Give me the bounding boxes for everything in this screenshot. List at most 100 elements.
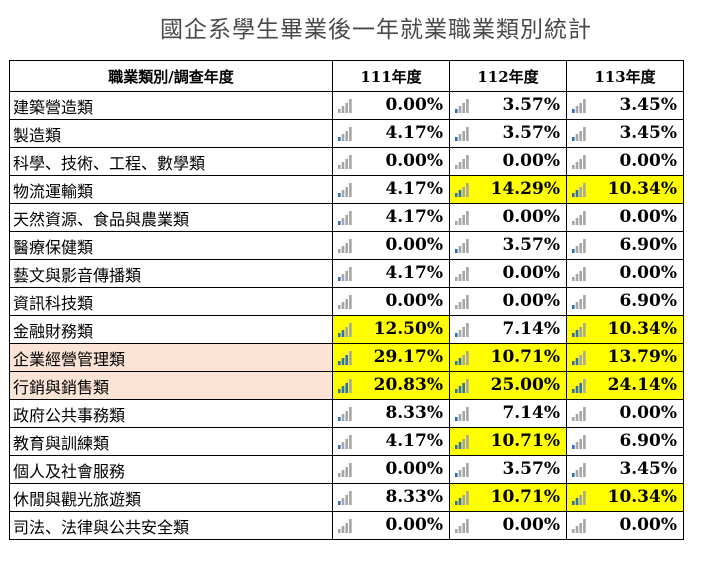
signal-bars-icon <box>455 127 469 141</box>
value-cell: 7.14% <box>449 399 567 428</box>
signal-bars-icon <box>455 435 469 449</box>
signal-bars-icon <box>455 183 469 197</box>
value-cell: 10.34% <box>566 483 684 512</box>
category-cell: 資訊科技類 <box>9 287 333 316</box>
category-cell: 物流運輸類 <box>9 175 333 204</box>
signal-bars-icon <box>455 379 469 393</box>
table-row: 金融財務類 12.50% 7.14% 10.34% <box>9 315 684 344</box>
value-cell: 0.00% <box>566 203 684 232</box>
value-cell: 0.00% <box>566 399 684 428</box>
percentage-value: 0.00% <box>385 235 443 255</box>
value-cell: 4.17% <box>332 259 450 288</box>
table-row: 藝文與影音傳播類 4.17% 0.00% 0.00% <box>9 259 684 288</box>
table-row: 個人及社會服務 0.00% 3.57% 3.45% <box>9 455 684 484</box>
signal-bars-icon <box>455 99 469 113</box>
header-year-112: 112年度 <box>449 60 567 92</box>
table-row: 休閒與觀光旅遊類 8.33% 10.71% 10.34% <box>9 483 684 512</box>
percentage-value: 10.34% <box>607 487 677 507</box>
category-cell: 司法、法律與公共安全類 <box>9 511 333 540</box>
signal-bars-icon <box>338 323 352 337</box>
signal-bars-icon <box>338 211 352 225</box>
value-cell: 0.00% <box>566 511 684 540</box>
header-row: 職業類別/調查年度 111年度 112年度 113年度 <box>9 60 684 92</box>
percentage-value: 4.17% <box>385 179 443 199</box>
signal-bars-icon <box>455 323 469 337</box>
signal-bars-icon <box>455 155 469 169</box>
percentage-value: 3.45% <box>619 95 677 115</box>
value-cell: 10.71% <box>449 483 567 512</box>
value-cell: 10.34% <box>566 315 684 344</box>
category-cell: 企業經營管理類 <box>9 343 333 372</box>
percentage-value: 10.34% <box>607 319 677 339</box>
percentage-value: 6.90% <box>619 291 677 311</box>
value-cell: 0.00% <box>332 231 450 260</box>
percentage-value: 0.00% <box>385 515 443 535</box>
category-cell: 藝文與影音傳播類 <box>9 259 333 288</box>
signal-bars-icon <box>455 519 469 533</box>
percentage-value: 0.00% <box>619 263 677 283</box>
header-year-111: 111年度 <box>332 60 450 92</box>
percentage-value: 14.29% <box>490 179 560 199</box>
signal-bars-icon <box>338 155 352 169</box>
statistics-table: 職業類別/調查年度 111年度 112年度 113年度 建築營造類 0.00% 3.… <box>9 60 684 540</box>
table-row: 企業經營管理類 29.17% 10.71% 13.79% <box>9 343 684 372</box>
value-cell: 3.57% <box>449 455 567 484</box>
signal-bars-icon <box>455 239 469 253</box>
value-cell: 6.90% <box>566 287 684 316</box>
percentage-value: 0.00% <box>619 515 677 535</box>
category-cell: 建築營造類 <box>9 91 333 120</box>
percentage-value: 3.57% <box>502 235 560 255</box>
table-row: 物流運輸類 4.17% 14.29% 10.34% <box>9 175 684 204</box>
value-cell: 14.29% <box>449 175 567 204</box>
percentage-value: 4.17% <box>385 123 443 143</box>
category-cell: 行銷與銷售類 <box>9 371 333 400</box>
percentage-value: 0.00% <box>385 95 443 115</box>
signal-bars-icon <box>338 379 352 393</box>
value-cell: 3.45% <box>566 455 684 484</box>
table-row: 行銷與銷售類 20.83% 25.00% 24.14% <box>9 371 684 400</box>
value-cell: 10.34% <box>566 175 684 204</box>
value-cell: 13.79% <box>566 343 684 372</box>
value-cell: 12.50% <box>332 315 450 344</box>
table-row: 教育與訓練類 4.17% 10.71% 6.90% <box>9 427 684 456</box>
percentage-value: 0.00% <box>502 151 560 171</box>
value-cell: 3.57% <box>449 119 567 148</box>
percentage-value: 3.57% <box>502 95 560 115</box>
percentage-value: 0.00% <box>619 403 677 423</box>
value-cell: 4.17% <box>332 175 450 204</box>
percentage-value: 0.00% <box>502 207 560 227</box>
percentage-value: 4.17% <box>385 263 443 283</box>
signal-bars-icon <box>338 295 352 309</box>
category-cell: 個人及社會服務 <box>9 455 333 484</box>
category-cell: 天然資源、食品與農業類 <box>9 203 333 232</box>
signal-bars-icon <box>338 491 352 505</box>
table-row: 天然資源、食品與農業類 4.17% 0.00% 0.00% <box>9 203 684 232</box>
value-cell: 3.45% <box>566 119 684 148</box>
table-row: 資訊科技類 0.00% 0.00% 6.90% <box>9 287 684 316</box>
signal-bars-icon <box>572 155 586 169</box>
value-cell: 24.14% <box>566 371 684 400</box>
signal-bars-icon <box>338 435 352 449</box>
signal-bars-icon <box>572 267 586 281</box>
percentage-value: 12.50% <box>373 319 443 339</box>
percentage-value: 0.00% <box>502 291 560 311</box>
category-cell: 教育與訓練類 <box>9 427 333 456</box>
percentage-value: 7.14% <box>502 403 560 423</box>
value-cell: 3.57% <box>449 91 567 120</box>
value-cell: 0.00% <box>566 259 684 288</box>
value-cell: 7.14% <box>449 315 567 344</box>
signal-bars-icon <box>572 463 586 477</box>
category-cell: 金融財務類 <box>9 315 333 344</box>
value-cell: 0.00% <box>332 511 450 540</box>
signal-bars-icon <box>572 351 586 365</box>
percentage-value: 10.71% <box>490 431 560 451</box>
value-cell: 4.17% <box>332 427 450 456</box>
value-cell: 8.33% <box>332 483 450 512</box>
signal-bars-icon <box>338 267 352 281</box>
header-category: 職業類別/調查年度 <box>9 60 333 92</box>
value-cell: 0.00% <box>566 147 684 176</box>
signal-bars-icon <box>572 295 586 309</box>
percentage-value: 8.33% <box>385 487 443 507</box>
percentage-value: 13.79% <box>607 347 677 367</box>
value-cell: 10.71% <box>449 427 567 456</box>
